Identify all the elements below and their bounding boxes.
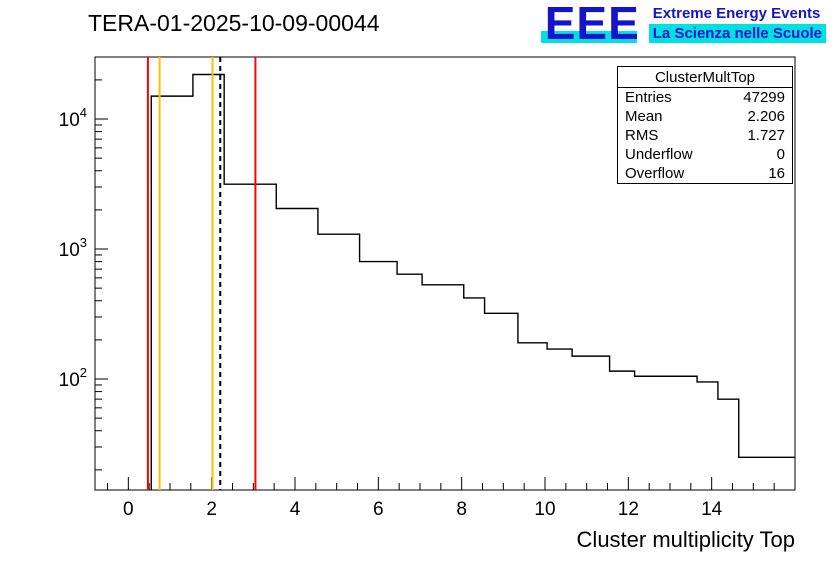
page-title: TERA-01-2025-10-09-00044	[88, 10, 380, 36]
logo-taglines: Extreme Energy Events La Scienza nelle S…	[648, 2, 826, 43]
plot-frame	[94, 56, 796, 491]
stats-row-mean: Mean 2.206	[618, 107, 792, 126]
stat-label: Underflow	[625, 146, 693, 163]
x-tick-label: 2	[206, 499, 217, 520]
stat-value: 1.727	[747, 127, 785, 144]
stats-row-entries: Entries 47299	[618, 88, 792, 107]
y-tick-label: 102	[59, 365, 87, 391]
x-axis-label: Cluster multiplicity Top	[576, 527, 795, 552]
stats-row-underflow: Underflow 0	[618, 145, 792, 164]
stat-value: 0	[776, 146, 785, 163]
stat-label: Entries	[625, 89, 672, 106]
histogram-line	[150, 73, 795, 490]
y-tick-label: 103	[59, 235, 87, 261]
stats-row-overflow: Overflow 16	[618, 164, 792, 183]
logo-tagline-it: La Scienza nelle Scuole	[648, 24, 826, 43]
stat-label: RMS	[625, 127, 659, 144]
stat-value: 47299	[743, 89, 785, 106]
stat-value: 2.206	[747, 108, 785, 125]
stats-row-rms: RMS 1.727	[618, 126, 792, 145]
x-tick-label: 4	[290, 499, 301, 520]
x-tick-label: 8	[456, 499, 467, 520]
x-tick-label: 0	[123, 499, 134, 520]
logo-ribbon	[540, 31, 637, 43]
stat-value: 16	[768, 165, 785, 182]
stat-label: Mean	[625, 108, 663, 125]
x-tick-label: 6	[373, 499, 384, 520]
x-tick-label: 14	[701, 499, 723, 520]
eee-logo-text: EEE	[544, 0, 640, 49]
x-tick-label: 10	[534, 499, 555, 520]
eee-logo: EEE Extreme Energy Events La Scienza nel…	[540, 0, 826, 49]
y-tick-label: 104	[59, 105, 87, 131]
logo-tagline-en: Extreme Energy Events	[652, 5, 821, 22]
x-tick-label: 12	[618, 499, 639, 520]
stat-label: Overflow	[625, 165, 685, 182]
stats-box-title: ClusterMultTop	[618, 67, 792, 88]
stats-box: ClusterMultTop Entries 47299 Mean 2.206 …	[617, 66, 793, 184]
